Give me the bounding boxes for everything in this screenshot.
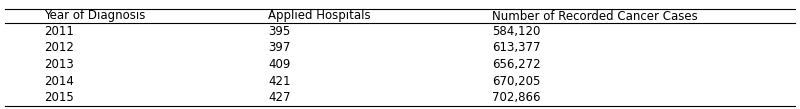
Text: Applied Hospitals: Applied Hospitals (268, 9, 370, 22)
Text: 395: 395 (268, 25, 290, 38)
Text: 2012: 2012 (44, 41, 74, 54)
Text: 2014: 2014 (44, 75, 74, 88)
Text: 2013: 2013 (44, 58, 74, 71)
Text: 409: 409 (268, 58, 290, 71)
Text: 702,866: 702,866 (492, 91, 541, 104)
Text: 2011: 2011 (44, 25, 74, 38)
Text: 613,377: 613,377 (492, 41, 541, 54)
Text: 427: 427 (268, 91, 290, 104)
Text: 2015: 2015 (44, 91, 74, 104)
Text: Number of Recorded Cancer Cases: Number of Recorded Cancer Cases (492, 9, 698, 22)
Text: 397: 397 (268, 41, 290, 54)
Text: 670,205: 670,205 (492, 75, 540, 88)
Text: Year of Diagnosis: Year of Diagnosis (44, 9, 146, 22)
Text: 584,120: 584,120 (492, 25, 540, 38)
Text: 421: 421 (268, 75, 290, 88)
Text: 656,272: 656,272 (492, 58, 541, 71)
